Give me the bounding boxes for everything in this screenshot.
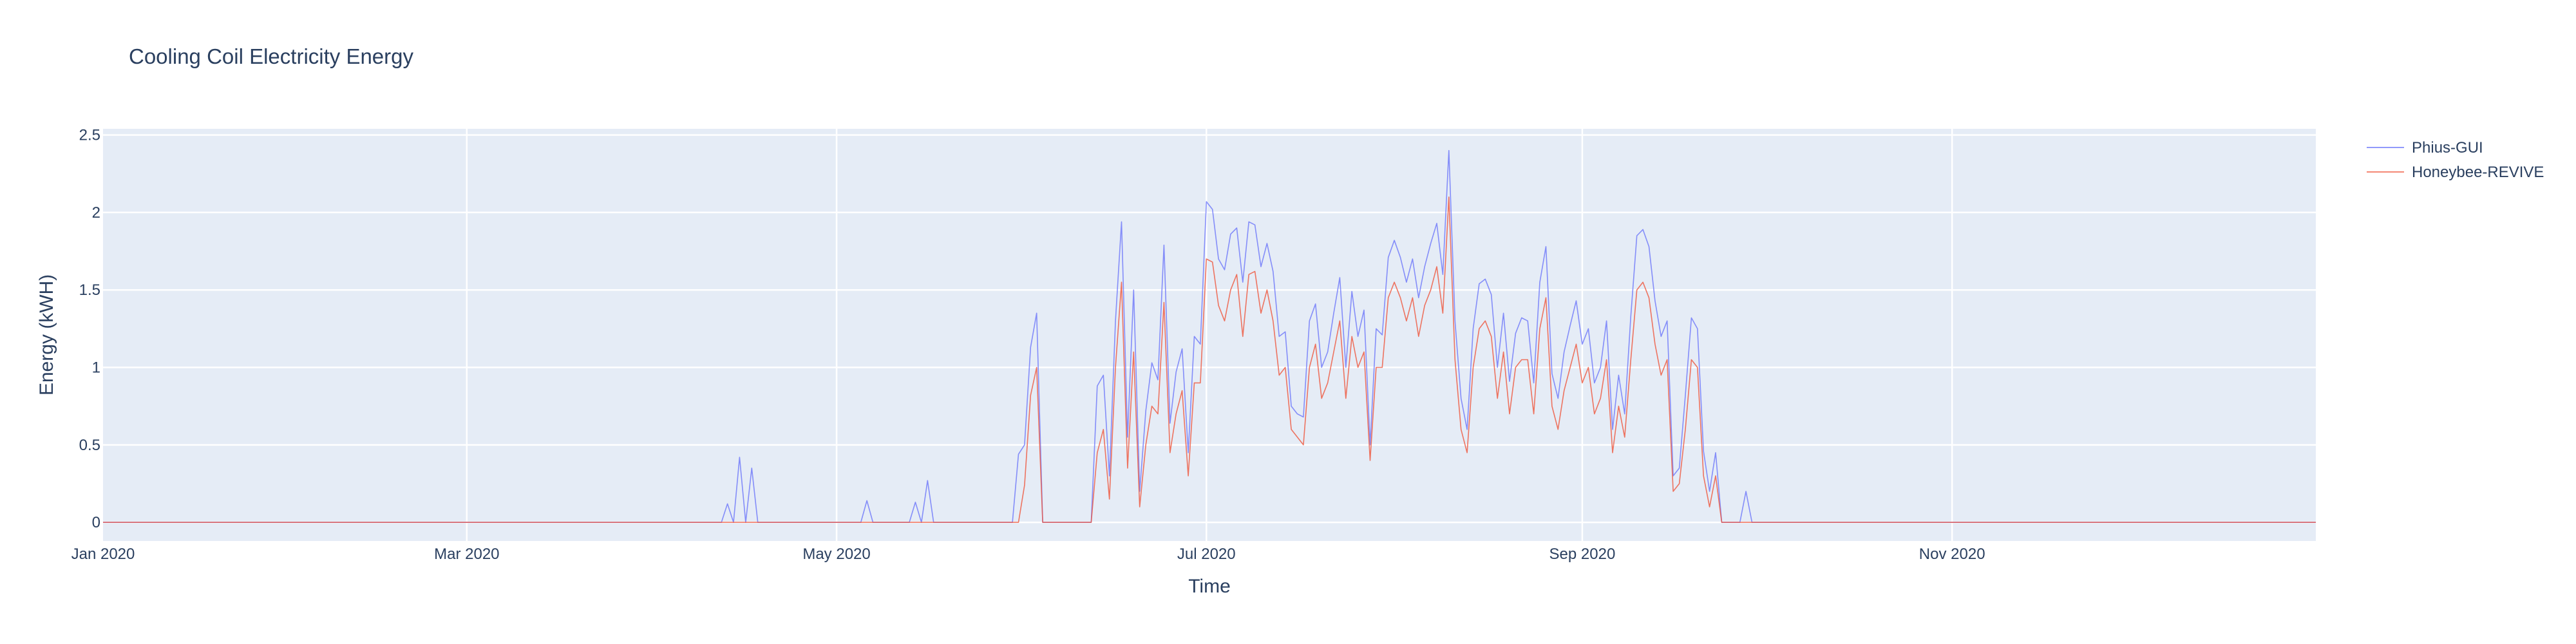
y-tick-label: 2 <box>92 204 100 222</box>
series-line-1[interactable] <box>103 196 2316 523</box>
x-axis: Jan 2020 Mar 2020 May 2020 Jul 2020 Sep 2020… <box>71 545 1985 563</box>
x-tick-label: May 2020 <box>802 545 870 563</box>
y-tick-label: 2.5 <box>79 127 100 144</box>
y-tick-label: 0 <box>92 514 100 531</box>
y-axis: 0 0.5 1 1.5 2 2.5 <box>79 127 100 532</box>
x-tick-label: Jan 2020 <box>71 545 135 563</box>
y-axis-title: Energy (kWH) <box>36 274 57 395</box>
x-tick-label: Sep 2020 <box>1549 545 1616 563</box>
x-tick-label: Mar 2020 <box>434 545 499 563</box>
legend: Phius-GUI Honeybee-REVIVE <box>2367 139 2544 181</box>
chart-title: Cooling Coil Electricity Energy <box>129 44 414 68</box>
y-tick-label: 0.5 <box>79 437 100 454</box>
plot-area[interactable] <box>103 129 2316 541</box>
x-tick-label: Nov 2020 <box>1919 545 1985 563</box>
x-axis-title: Time <box>1188 576 1231 597</box>
x-tick-label: Jul 2020 <box>1177 545 1236 563</box>
legend-item[interactable]: Honeybee-REVIVE <box>2367 164 2544 181</box>
y-tick-label: 1 <box>92 359 100 377</box>
series-layer <box>103 149 2316 523</box>
legend-label: Phius-GUI <box>2412 139 2483 156</box>
legend-item[interactable]: Phius-GUI <box>2367 139 2483 156</box>
legend-label: Honeybee-REVIVE <box>2412 164 2544 181</box>
y-tick-label: 1.5 <box>79 281 100 299</box>
